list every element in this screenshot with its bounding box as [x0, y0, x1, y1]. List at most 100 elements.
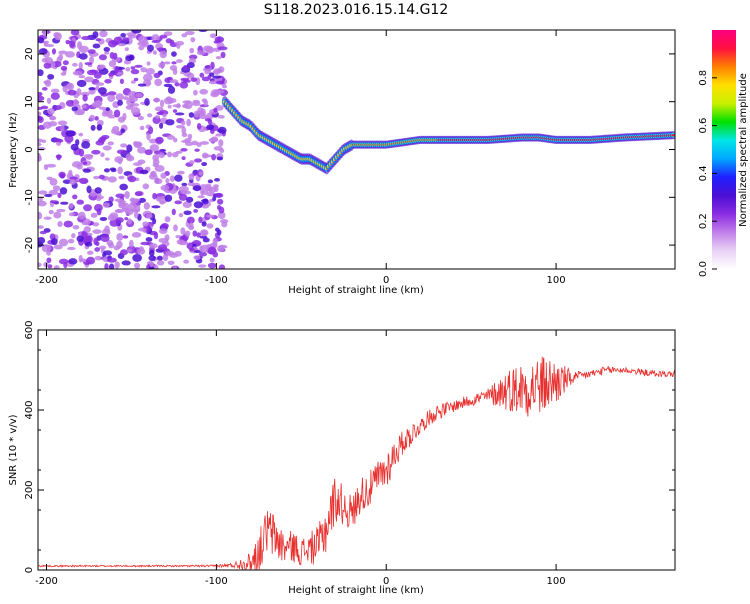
noise-blob [212, 196, 217, 202]
noise-blob [130, 103, 140, 107]
noise-blob [159, 122, 164, 129]
noise-blob [93, 71, 102, 79]
noise-blob [100, 234, 110, 243]
noise-blob [86, 256, 96, 265]
noise-blob [174, 174, 183, 182]
noise-blob [135, 141, 143, 147]
noise-blob [91, 149, 101, 155]
noise-blob [130, 69, 140, 75]
noise-blob [183, 79, 191, 83]
noise-blob [217, 126, 227, 134]
noise-blob [38, 190, 48, 195]
noise-blob [113, 109, 121, 118]
noise-blob [164, 194, 173, 202]
noise-blob [105, 157, 110, 161]
noise-blob [213, 146, 223, 151]
snr-background [38, 330, 675, 570]
noise-blob [116, 149, 127, 154]
noise-blob [216, 156, 224, 161]
noise-blob [76, 199, 85, 205]
noise-blob [121, 260, 131, 266]
noise-blob [167, 85, 176, 94]
noise-blob [76, 41, 82, 50]
noise-blob [158, 152, 165, 159]
noise-blob [78, 53, 88, 60]
noise-blob [189, 222, 194, 229]
noise-blob [107, 94, 116, 102]
noise-blob [54, 32, 62, 41]
noise-blob [107, 141, 114, 146]
noise-blob [48, 209, 54, 215]
noise-blob [192, 185, 202, 192]
y-tick-label: 600 [24, 320, 35, 339]
y-tick-label: 200 [24, 480, 35, 499]
noise-blob [38, 262, 42, 268]
noise-blob [44, 79, 52, 87]
noise-blob [103, 168, 110, 173]
noise-blob [137, 248, 146, 255]
noise-blob [60, 124, 65, 132]
noise-blob [172, 109, 178, 113]
noise-blob [43, 62, 52, 69]
noise-blob [69, 40, 76, 48]
noise-blob [38, 91, 43, 97]
noise-blob [102, 202, 110, 208]
noise-blob [42, 139, 47, 143]
noise-blob [193, 201, 204, 209]
noise-blob [183, 259, 190, 264]
colorbar: 0.0 0.2 0.4 0.6 0.8 Normalized spectral ampl… [698, 30, 749, 277]
noise-blob [159, 50, 167, 59]
noise-blob [172, 68, 178, 75]
noise-blob [149, 243, 158, 249]
x-tick-label: -200 [35, 275, 58, 286]
noise-blob [46, 163, 57, 168]
noise-blob [71, 106, 78, 112]
noise-blob [83, 204, 92, 212]
noise-blob [100, 152, 105, 158]
y-tick-label: 0 [24, 146, 35, 152]
noise-blob [62, 179, 72, 184]
noise-blob [221, 84, 227, 89]
noise-blob [119, 78, 124, 85]
noise-blob [68, 258, 78, 265]
noise-blob [209, 257, 215, 263]
noise-blob [180, 227, 186, 235]
noise-blob [38, 196, 43, 203]
noise-blob [180, 148, 188, 152]
noise-blob [122, 235, 129, 239]
noise-blob [48, 121, 58, 127]
noise-blob [151, 34, 160, 42]
noise-blob [192, 230, 198, 237]
noise-blob [181, 104, 189, 109]
noise-blob [153, 264, 159, 269]
noise-blob [216, 204, 222, 210]
noise-blob [217, 46, 228, 51]
noise-blob [206, 124, 215, 130]
noise-blob [115, 209, 122, 213]
noise-blob [213, 107, 218, 113]
snr-x-axis-label: Height of straight line (km) [288, 585, 424, 596]
noise-blob [181, 132, 188, 138]
noise-blob [212, 75, 222, 79]
noise-blob [154, 106, 164, 112]
noise-blob [187, 133, 193, 140]
noise-blob [108, 39, 118, 48]
noise-blob [57, 220, 63, 227]
x-tick-label: 0 [383, 576, 389, 587]
noise-blob [167, 104, 172, 109]
noise-blob [196, 50, 206, 56]
noise-blob [191, 101, 201, 107]
colorbar-tick-label: 0.0 [698, 261, 709, 277]
noise-blob [139, 169, 149, 174]
noise-blob [188, 112, 195, 118]
noise-blob [146, 113, 153, 118]
noise-blob [94, 116, 99, 121]
noise-blob [160, 184, 170, 191]
noise-blob [166, 135, 175, 140]
colorbar-tick-label: 0.4 [698, 165, 709, 181]
y-tick-label: 20 [24, 48, 35, 61]
noise-blob [83, 154, 94, 158]
noise-blob [169, 175, 176, 182]
